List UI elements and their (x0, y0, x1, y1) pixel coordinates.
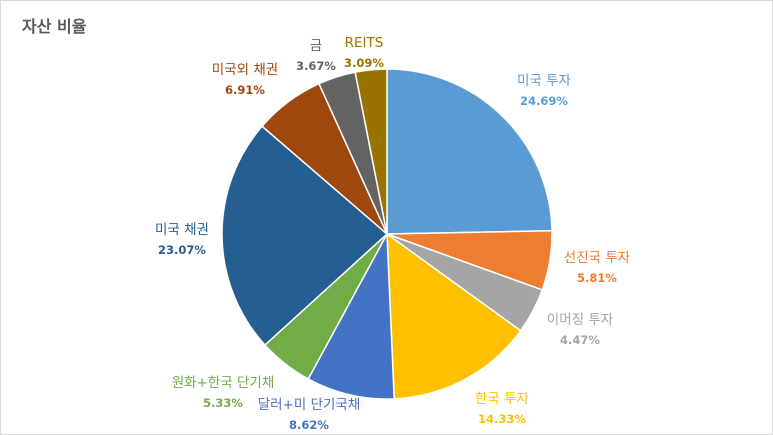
slice-value-label: 5.33% (203, 396, 243, 410)
pie-slice (354, 68, 388, 235)
slice-label: 원화+한국 단기채 (172, 375, 275, 391)
slice-label: 이머징 투자 (547, 312, 614, 328)
slice-value-label: 5.81% (577, 271, 617, 285)
chart-title: 자산 비율 (22, 17, 87, 36)
pie-slice (386, 233, 522, 400)
slice-label: 한국 투자 (475, 391, 530, 407)
slice-label: 금 (310, 38, 322, 54)
slice-label: 미국 투자 (517, 73, 572, 89)
slice-label: 미국 채권 (155, 222, 209, 238)
pie-slice (386, 68, 553, 235)
slice-value-label: 23.07% (158, 243, 206, 257)
slice-value-label: 3.09% (344, 56, 384, 70)
slice-value-label: 8.62% (289, 418, 329, 432)
slice-label: 미국외 채권 (212, 62, 278, 78)
slice-value-label: 14.33% (478, 412, 526, 426)
pie-slice (221, 125, 388, 346)
slice-value-label: 6.91% (225, 83, 265, 97)
slice-value-label: 4.47% (560, 333, 600, 347)
pie-slice (307, 233, 395, 400)
slice-label: REITS (345, 35, 384, 51)
slice-label: 달러+미 단기국채 (258, 397, 361, 413)
slice-value-label: 24.69% (520, 94, 568, 108)
slice-label: 선진국 투자 (564, 250, 631, 266)
slice-value-label: 3.67% (296, 59, 336, 73)
